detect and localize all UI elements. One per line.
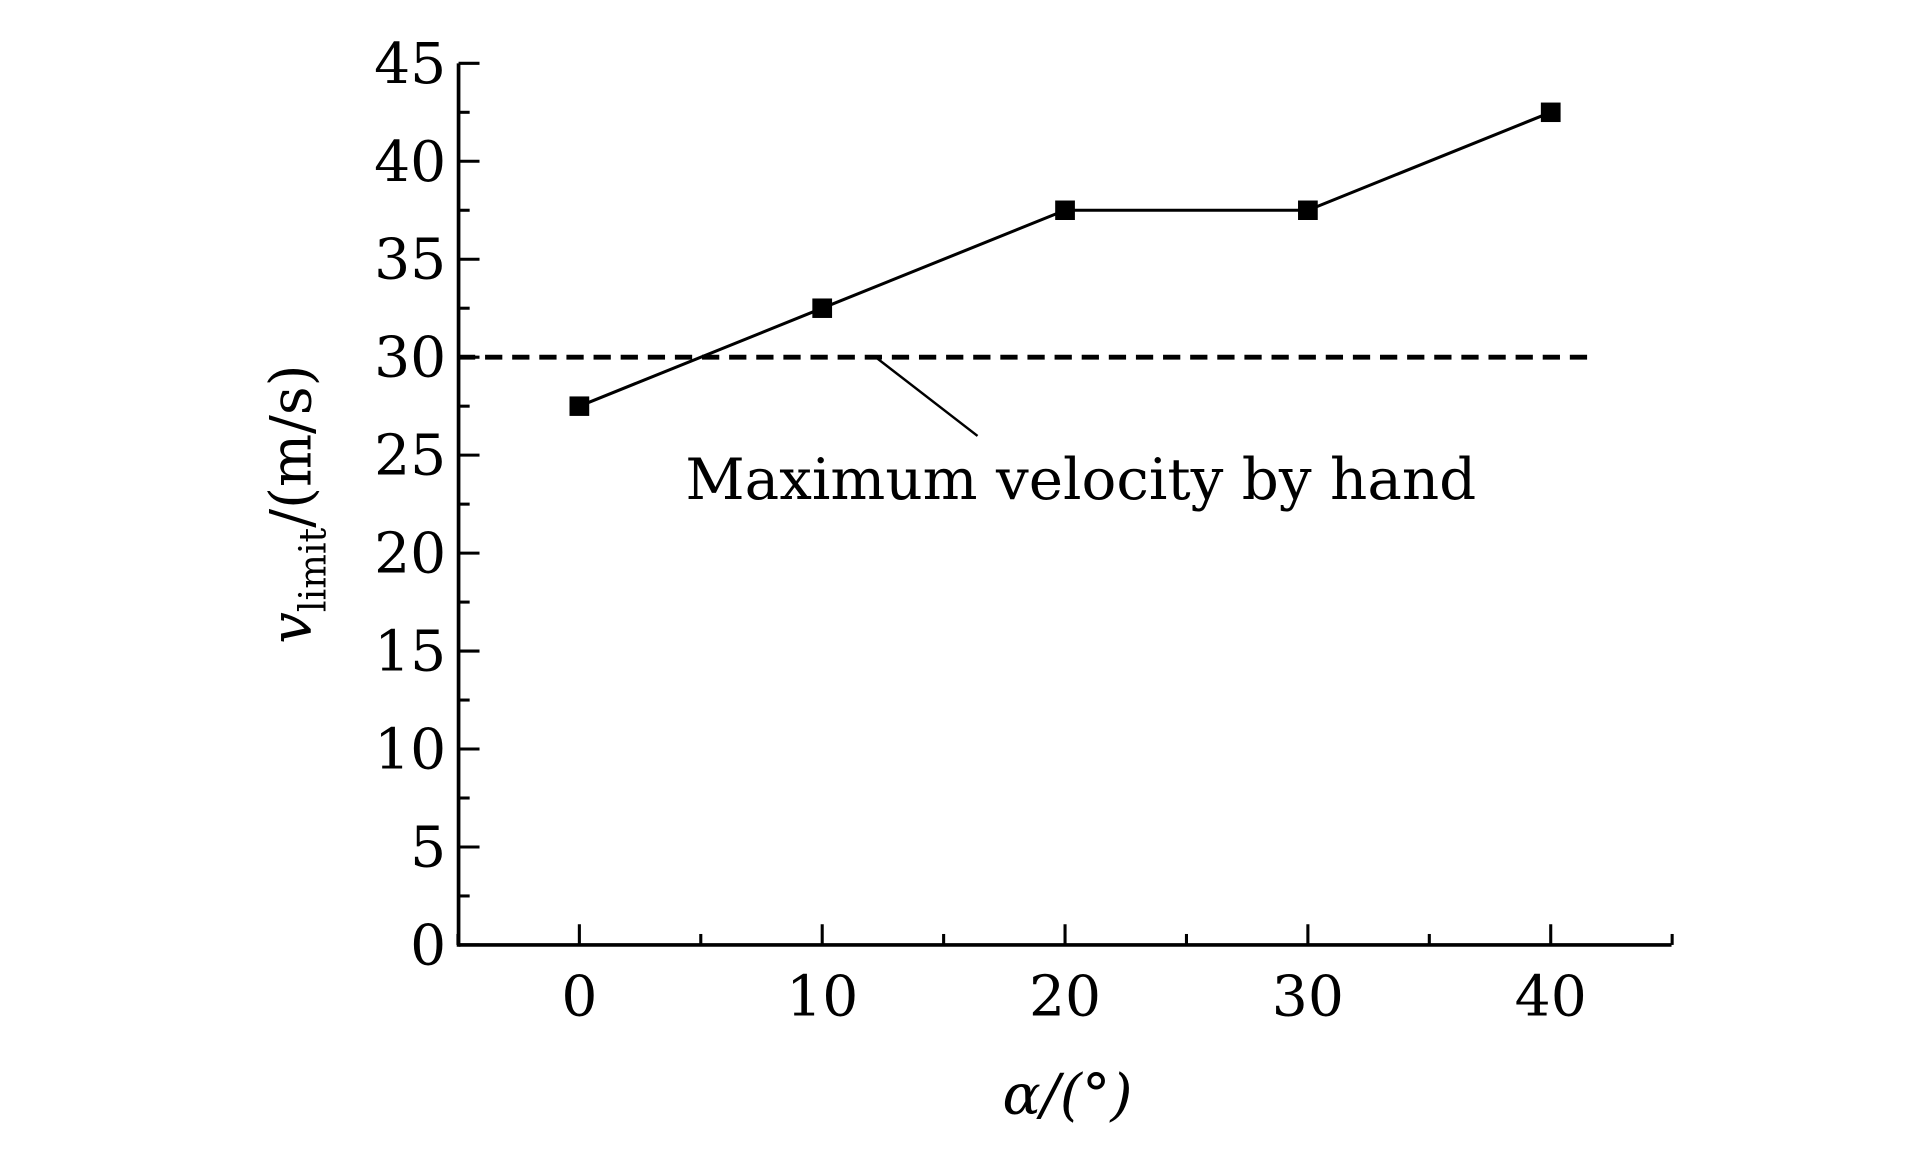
x-tick-label: 0 bbox=[561, 965, 597, 1030]
x-tick-label: 40 bbox=[1515, 965, 1587, 1030]
y-tick-label: 10 bbox=[374, 718, 446, 783]
y-tick-label: 45 bbox=[374, 32, 446, 97]
y-tick-label: 40 bbox=[374, 130, 446, 195]
y-tick-label: 30 bbox=[374, 326, 446, 391]
data-point-marker bbox=[1055, 200, 1075, 220]
reference-line-group bbox=[457, 354, 1588, 437]
tick-labels: 0 5 10 15 20 25 30 35 40 45 0 10 20 30 40 bbox=[374, 32, 1587, 1029]
y-tick-label: 35 bbox=[374, 228, 446, 293]
series-group bbox=[569, 102, 1561, 416]
axes bbox=[456, 61, 1674, 947]
x-tick-label: 10 bbox=[786, 965, 858, 1030]
y-tick-label: 25 bbox=[374, 424, 446, 489]
annotation-label: Maximum velocity by hand bbox=[685, 447, 1476, 514]
series-line bbox=[578, 110, 1552, 408]
x-tick-label: 30 bbox=[1272, 965, 1344, 1030]
y-tick-label: 5 bbox=[410, 816, 446, 881]
x-axis-label: α/(°) bbox=[1003, 1064, 1133, 1129]
annotation-leader-line bbox=[874, 356, 979, 437]
data-point-marker bbox=[1298, 200, 1318, 220]
x-tick-label: 20 bbox=[1029, 965, 1101, 1030]
data-point-marker bbox=[812, 298, 833, 318]
y-tick-label: 15 bbox=[374, 620, 446, 685]
data-point-marker bbox=[1540, 102, 1561, 123]
y-axis-label: vlimit/(m/s) bbox=[259, 364, 334, 643]
data-point-marker bbox=[569, 396, 590, 416]
y-tick-label: 0 bbox=[410, 914, 446, 979]
y-tick-label: 20 bbox=[374, 522, 446, 587]
